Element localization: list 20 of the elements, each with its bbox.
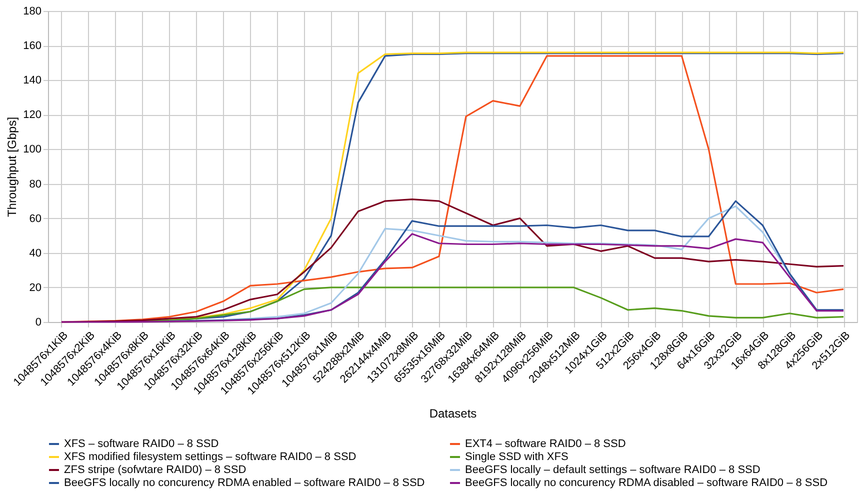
legend-label: XFS modified filesystem settings – software RAID0 – 8 SSD xyxy=(64,451,356,463)
y-tick-label: 160 xyxy=(23,40,42,52)
legend-label: BeeGFS locally no concurency RDMA enabled – software RAID0 – 8 SSD xyxy=(64,477,425,489)
y-tick-label: 80 xyxy=(29,178,42,190)
legend-label: BeeGFS locally no concurency RDMA disabled – software RAID0 – 8 SSD xyxy=(465,477,828,489)
y-tick-label: 20 xyxy=(29,282,42,294)
legend-label: BeeGFS locally – default settings – software RAID0 – 8 SSD xyxy=(465,464,760,476)
y-axis-title: Throughput [Gbps] xyxy=(5,116,20,218)
y-tick-label: 40 xyxy=(29,247,42,260)
legend-label: ZFS stripe (sofwtare RAID0) – 8 SSD xyxy=(64,464,246,476)
legend-label: Single SSD with XFS xyxy=(465,451,568,463)
legend-label: XFS – software RAID0 – 8 SSD xyxy=(64,438,219,450)
x-axis-title: Datasets xyxy=(429,406,477,421)
y-tick-label: 60 xyxy=(29,212,42,225)
y-tick-label: 120 xyxy=(23,109,42,122)
legend-label: EXT4 – software RAID0 – 8 SSD xyxy=(465,438,626,450)
y-tick-label: 0 xyxy=(35,316,42,328)
y-tick-label: 100 xyxy=(23,144,42,156)
y-tick-label: 140 xyxy=(23,74,42,87)
y-tick-label: 180 xyxy=(23,6,42,18)
